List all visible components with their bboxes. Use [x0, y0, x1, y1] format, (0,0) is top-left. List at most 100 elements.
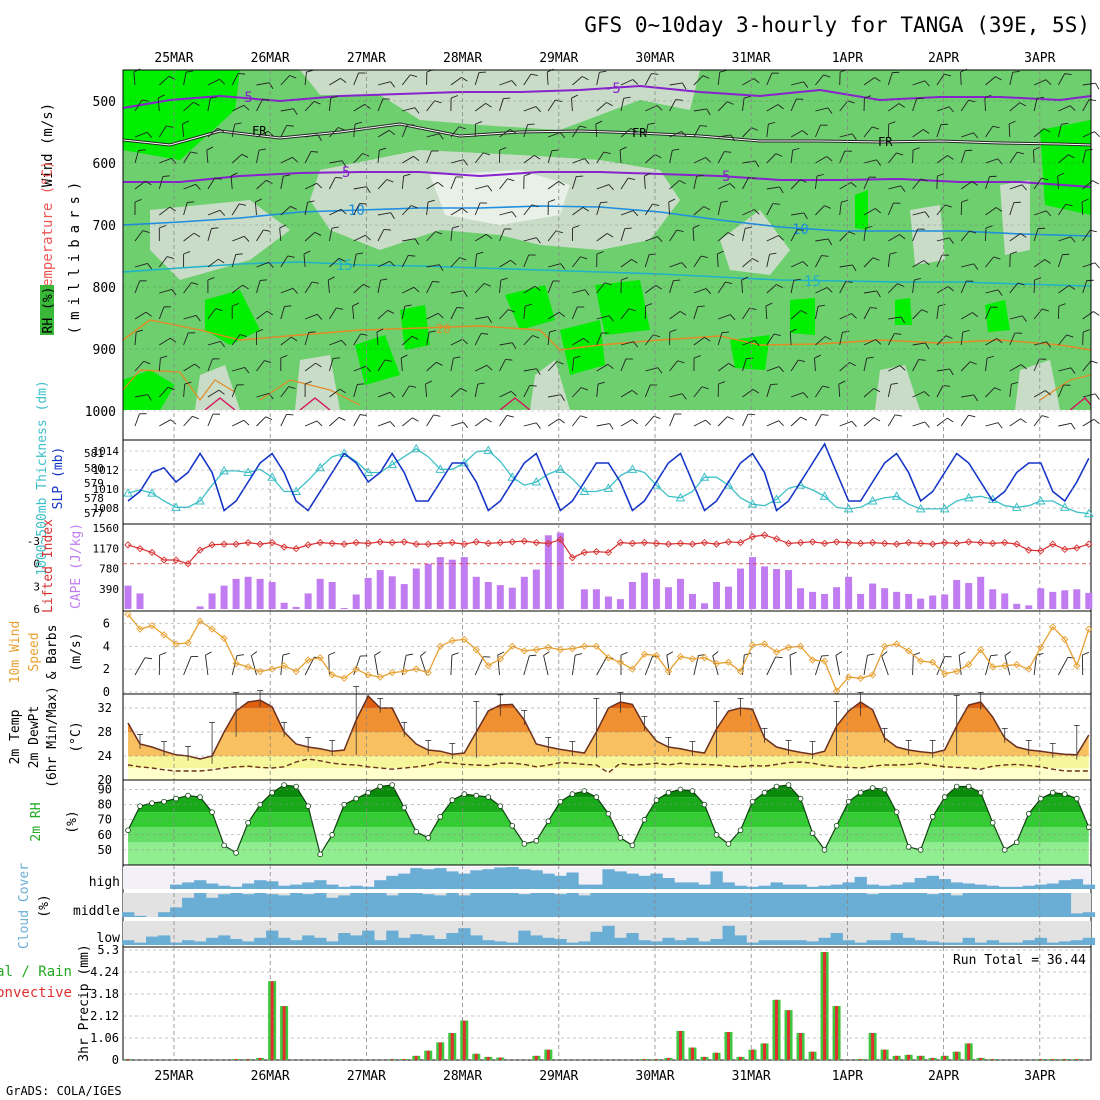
- upper-wind-barb: [377, 309, 388, 320]
- li-marker: [772, 535, 781, 543]
- upper-wind-barb-flag: [476, 251, 484, 255]
- upper-wind-barb: [547, 361, 558, 372]
- cloud-bar: [854, 942, 867, 945]
- cloud-bar: [1070, 879, 1084, 889]
- cloud-bar: [1070, 940, 1084, 945]
- upper-wind-barb-flag: [483, 152, 491, 156]
- upper-wind-barb: [1009, 384, 1012, 398]
- wind10-barb-flag: [144, 657, 152, 660]
- cloud-bar: [1058, 880, 1072, 889]
- upper-wind-barb: [620, 389, 633, 398]
- cape-bar: [1085, 592, 1093, 609]
- upper-wind-barb: [450, 338, 463, 346]
- cloud-bar: [770, 940, 783, 945]
- upper-wind-barb: [596, 282, 606, 294]
- upper-wind-barb-flag: [411, 335, 419, 340]
- cloud-bars: [121, 867, 1096, 945]
- upper-wind-barb-flag: [672, 148, 680, 151]
- upper-wind-barb: [207, 358, 213, 372]
- wind10-barb-flag: [1036, 652, 1044, 656]
- upper-wind-barb-flag: [499, 147, 507, 151]
- li-marker: [905, 538, 913, 547]
- upper-wind-barb: [791, 212, 805, 216]
- surface-wind-barb-flag: [536, 422, 541, 429]
- cloud-bar: [926, 875, 939, 889]
- precip-conv-bar: [835, 1006, 839, 1060]
- precip-label-c: 3hr Precip (mm): [77, 944, 92, 1061]
- surface-wind-barb: [790, 416, 801, 427]
- upper-wind-barb: [134, 394, 148, 398]
- cloud-bar: [962, 893, 975, 917]
- wind10-barb-flag: [881, 651, 888, 657]
- cloud-bar: [278, 885, 291, 889]
- upper-wind-barb: [888, 365, 901, 372]
- upper-wind-barb-flag: [753, 78, 760, 84]
- upper-wind-barb: [1057, 254, 1063, 268]
- upper-wind-barb-flag: [157, 94, 165, 99]
- upper-wind-barb: [620, 177, 629, 190]
- cloud-level-low: low: [97, 931, 121, 946]
- upper-wind-barb-flag: [316, 314, 323, 320]
- wind-speed-marker: [652, 651, 661, 660]
- wind-speed-marker: [977, 646, 985, 654]
- cape-bar: [196, 606, 204, 609]
- upper-wind-barb: [1081, 201, 1084, 216]
- upper-wind-barb-flag: [1068, 154, 1075, 159]
- upper-wind-barb-flag: [503, 97, 511, 100]
- upper-wind-barb-flag: [162, 175, 170, 177]
- rh-marker: [965, 783, 972, 790]
- upper-wind-barb-flag: [340, 77, 347, 83]
- upper-wind-barb: [888, 103, 900, 112]
- li-marker: [1049, 540, 1057, 548]
- upper-wind-barb-flag: [741, 276, 749, 281]
- cloud-bar: [782, 893, 795, 917]
- cloud-bar: [194, 941, 207, 945]
- wind-speed-marker: [532, 646, 540, 654]
- upper-wind-barb: [207, 308, 217, 320]
- upper-wind-barb-flag: [993, 256, 1001, 260]
- upper-wind-barb: [207, 209, 221, 216]
- upper-wind-barb: [620, 341, 634, 346]
- upper-wind-barb-flag: [729, 183, 736, 189]
- upper-wind-barb: [256, 280, 261, 294]
- cloud-bar: [998, 886, 1012, 889]
- li-tick-label: -3: [27, 535, 40, 548]
- upper-wind-barb: [887, 254, 891, 268]
- cloud-bar: [422, 935, 435, 945]
- rh-marker: [473, 792, 480, 799]
- upper-wind-barb-flag: [949, 237, 954, 244]
- upper-wind-barb-flag: [134, 199, 142, 203]
- upper-wind-barb: [985, 387, 995, 398]
- upper-wind-barb: [912, 211, 926, 216]
- upper-wind-barb-flag: [487, 316, 493, 323]
- upper-wind-barb: [888, 234, 900, 242]
- upper-wind-barb: [936, 335, 947, 346]
- li-marker: [508, 538, 516, 546]
- cloud-bar: [242, 883, 255, 889]
- thickness-marker: [747, 499, 758, 508]
- upper-wind-barb-flag: [487, 185, 493, 192]
- cape-bar: [977, 576, 985, 609]
- cloud-bar: [578, 941, 591, 945]
- upper-wind-barb: [596, 315, 610, 320]
- upper-wind-barb-flag: [900, 185, 906, 192]
- surface-wind-barb-flag: [389, 421, 396, 428]
- upper-wind-barb-flag: [923, 260, 930, 266]
- upper-wind-barb-flag: [511, 342, 517, 349]
- upper-wind-barb: [936, 286, 949, 294]
- upper-wind-barb-flag: [600, 201, 608, 204]
- cloud-bar: [650, 893, 663, 917]
- upper-wind-barb: [426, 332, 430, 346]
- upper-wind-barb: [523, 285, 536, 294]
- cape-bar: [965, 583, 973, 609]
- upper-wind-barb-flag: [436, 361, 443, 366]
- temp2m-label-a: 2m Temp: [8, 709, 23, 764]
- rh-marker: [425, 835, 432, 841]
- upper-wind-barb: [402, 286, 415, 294]
- cape-bar: [1025, 605, 1033, 609]
- upper-wind-barb: [669, 393, 683, 398]
- top-date-label: 27MAR: [347, 51, 386, 66]
- rh-tick-label: 70: [98, 813, 112, 827]
- li-marker: [316, 538, 324, 547]
- wind-speed-marker: [172, 640, 180, 648]
